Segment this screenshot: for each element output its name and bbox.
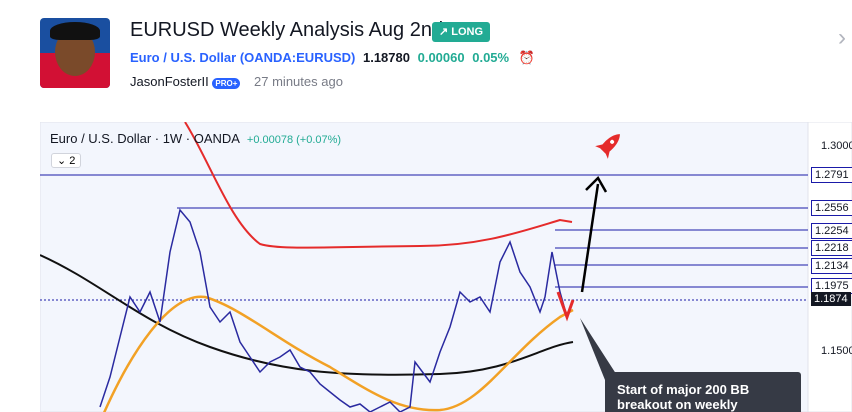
chart (40, 122, 852, 412)
price-label: 1.1975 (811, 278, 852, 294)
indicator-count: 2 (69, 155, 76, 167)
price-label: 1.2254 (811, 223, 852, 239)
price-label: 1.2791 (811, 167, 852, 183)
alert-icon[interactable]: ⏰ (518, 50, 535, 65)
indicator-toggle[interactable]: ⌄ 2 (51, 153, 82, 168)
price-label: 1.1874 (811, 292, 851, 306)
symbol-name[interactable]: Euro / U.S. Dollar (130, 50, 237, 65)
change-pct: 0.05% (472, 50, 510, 65)
legend-symbol: Euro / U.S. Dollar · 1W · OANDA (50, 131, 240, 146)
price: 1.18780 (362, 50, 410, 65)
price-label: 1.2134 (811, 258, 852, 274)
annotation: Start of major 200 BB breakout on weekly (617, 382, 750, 412)
callout-pointer (580, 318, 620, 380)
price-label: 1.30000 (821, 140, 852, 152)
change: 0.00060 (417, 50, 465, 65)
arrow-head (585, 175, 608, 193)
rocket-icon (595, 134, 620, 159)
legend-change: +0.00078 (+0.07%) (246, 134, 342, 146)
symbol-row: Euro / U.S. Dollar (OANDA:EURUSD) 1.1878… (130, 50, 535, 66)
avatar[interactable] (40, 18, 110, 88)
time: 27 minutes ago (254, 74, 343, 89)
author-row: JasonFosterII PRO+ 27 minutes ago (130, 74, 343, 89)
author-badge: PRO+ (212, 78, 241, 89)
last-candles (556, 291, 575, 322)
price-label: 1.15000 (821, 345, 852, 357)
callout-box (605, 372, 801, 412)
bb-upper (184, 122, 573, 249)
price-label: 1.2556 (811, 200, 852, 216)
author[interactable]: JasonFosterII (130, 74, 209, 89)
bb-basis (103, 295, 574, 412)
price-candles (99, 208, 568, 412)
projection-arrow (580, 183, 600, 293)
levels (40, 174, 808, 301)
badge-text: LONG (451, 26, 484, 38)
symbol-code[interactable]: (OANDA:EURUSD) (239, 50, 356, 65)
plot-bg (40, 122, 808, 412)
price-label: 1.2218 (811, 240, 852, 256)
long-badge: ↗ LONG (432, 22, 491, 42)
next-arrow[interactable]: › (838, 24, 846, 51)
idea-title: EURUSD Weekly Analysis Aug 2nd (130, 19, 444, 41)
legend: Euro / U.S. Dollar · 1W · OANDA +0.00078… (50, 131, 341, 146)
